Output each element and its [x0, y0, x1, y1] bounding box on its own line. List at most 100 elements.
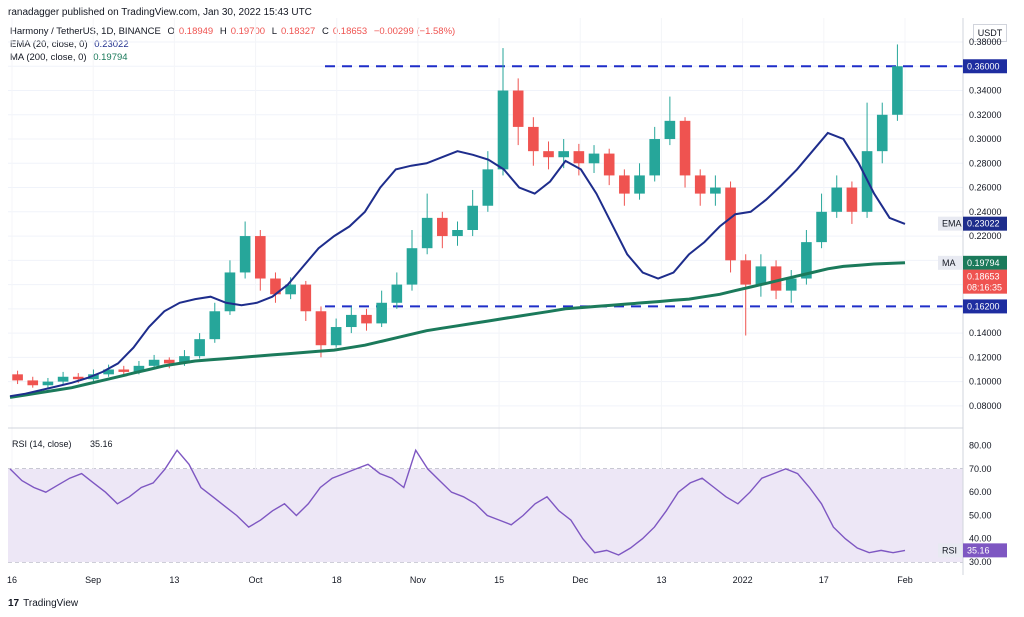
candle-body [710, 187, 721, 194]
rsi-tick-label: 70.00 [969, 464, 992, 474]
tradingview-logo-icon: 17 [8, 598, 20, 609]
candle-body [12, 374, 23, 381]
time-tick-label: 17 [819, 575, 829, 585]
candle-body [421, 217, 433, 249]
countdown-label: 08:16:35 [967, 283, 1002, 293]
time-tick-label: Oct [249, 575, 264, 585]
candle-body [892, 66, 903, 115]
price-tick-label: 0.24000 [969, 207, 1002, 217]
symbol-legend: Harmony / TetherUS, 1D, BINANCE O 0.18949… [10, 26, 459, 37]
candle-body [118, 369, 130, 372]
time-tick-label: 18 [332, 575, 342, 585]
time-tick-label: 16 [7, 575, 17, 585]
rsi-band [8, 468, 963, 562]
rsi-value-tag [963, 543, 1007, 558]
currency-unit-badge[interactable]: USDT [973, 24, 1007, 42]
rsi-value-label: 35.16 [967, 545, 990, 555]
candle-body [528, 126, 539, 152]
candle-body [452, 230, 463, 237]
ema-line [9, 131, 906, 398]
price-tag [963, 269, 1007, 294]
footer: 17 TradingView [8, 598, 78, 609]
close-label: C [321, 26, 329, 37]
close-value: 0.18653 [332, 26, 368, 37]
price-tick-label: 0.26000 [969, 183, 1002, 193]
time-tick-label: Nov [410, 575, 427, 585]
candle-body [634, 175, 645, 194]
time-tick-label: 13 [656, 575, 666, 585]
candle-body [27, 380, 39, 386]
ma-legend[interactable]: MA (200, close, 0) 0.19794 [10, 52, 132, 63]
price-tag-value: 0.23022 [967, 219, 1000, 229]
candle-body [649, 139, 661, 176]
open-label: O [167, 26, 175, 37]
candle-body [876, 114, 888, 152]
price-tick-label: 0.38000 [969, 37, 1002, 47]
time-tick-label: 15 [494, 575, 504, 585]
candle-body [770, 266, 782, 291]
candle-body [88, 374, 99, 380]
candle-body [573, 151, 585, 164]
rsi-legend-label: RSI (14, close) [12, 439, 72, 449]
indicator-name-tag [938, 255, 962, 270]
candle-body [755, 266, 767, 285]
price-tag-value: 0.19794 [967, 258, 1000, 268]
candle-body [831, 187, 843, 212]
candle-body [285, 284, 296, 295]
price-tick-label: 0.22000 [969, 231, 1002, 241]
level-tag [963, 299, 1007, 314]
ema-legend-value: 0.23022 [94, 39, 129, 50]
candle-body [163, 359, 175, 364]
candle-body [57, 376, 69, 382]
price-tick-label: 0.10000 [969, 377, 1002, 387]
symbol-name: Harmony / TetherUS, 1D, BINANCE [10, 26, 161, 37]
candle-body [785, 278, 797, 291]
candle-body [391, 284, 403, 303]
rsi-tick-label: 50.00 [969, 510, 992, 520]
candle-body [512, 90, 524, 127]
candle-body [679, 120, 691, 176]
candle-body [816, 211, 827, 243]
low-label: L [271, 26, 277, 37]
open-value: 0.18949 [178, 26, 214, 37]
candle-body [558, 151, 569, 158]
candle-body [224, 272, 236, 312]
ma-legend-label: MA (200, close, 0) [10, 52, 87, 63]
change-value: −0.00299 (−1.58%) [373, 26, 456, 37]
ema-legend-label: EMA (20, close, 0) [10, 39, 88, 50]
candles [12, 44, 903, 389]
price-tag [963, 255, 1007, 270]
price-tick-label: 0.34000 [969, 86, 1002, 96]
price-tag [963, 216, 1007, 231]
level-tag-label: 0.36000 [967, 61, 1000, 71]
candle-body [437, 217, 448, 237]
rsi-tick-label: 60.00 [969, 487, 992, 497]
publish-info: ranadagger published on TradingView.com,… [8, 7, 312, 18]
price-tick-label: 0.28000 [969, 158, 1002, 168]
price-tick-label: 0.32000 [969, 110, 1002, 120]
rsi-axis: 80.00 70.00 60.00 50.00 40.00 30.00 [969, 441, 992, 567]
rsi-name-tag [938, 543, 962, 558]
footer-brand: TradingView [23, 598, 79, 609]
candle-body [361, 314, 372, 324]
candle-body [694, 175, 706, 194]
candle-body [664, 120, 676, 140]
price-tags: 0.36000 0.16200 EMA 0.23022 MA 0.19794 0.18653… [938, 59, 1007, 558]
horizontal-levels [325, 65, 963, 308]
indicator-name-label: EMA [942, 219, 962, 229]
candle-body [209, 311, 221, 340]
indicator-name-tag [938, 216, 962, 231]
candle-body [406, 248, 418, 285]
ema-legend[interactable]: EMA (20, close, 0) 0.23022 [10, 39, 133, 50]
price-tick-label: 0.14000 [969, 328, 1002, 338]
level-tag-label: 0.16200 [967, 301, 1000, 311]
price-tick-label: 0.08000 [969, 401, 1002, 411]
candle-body [330, 327, 342, 346]
indicator-name-label: MA [942, 258, 956, 268]
time-tick-label: 13 [169, 575, 179, 585]
time-axis: 16 Sep 13 Oct 18 Nov 15 Dec 13 2022 17 Feb [7, 575, 913, 585]
high-value: 0.19700 [230, 26, 266, 37]
price-tag-value: 0.18653 [967, 272, 1000, 282]
rsi-tick-label: 40.00 [969, 534, 992, 544]
